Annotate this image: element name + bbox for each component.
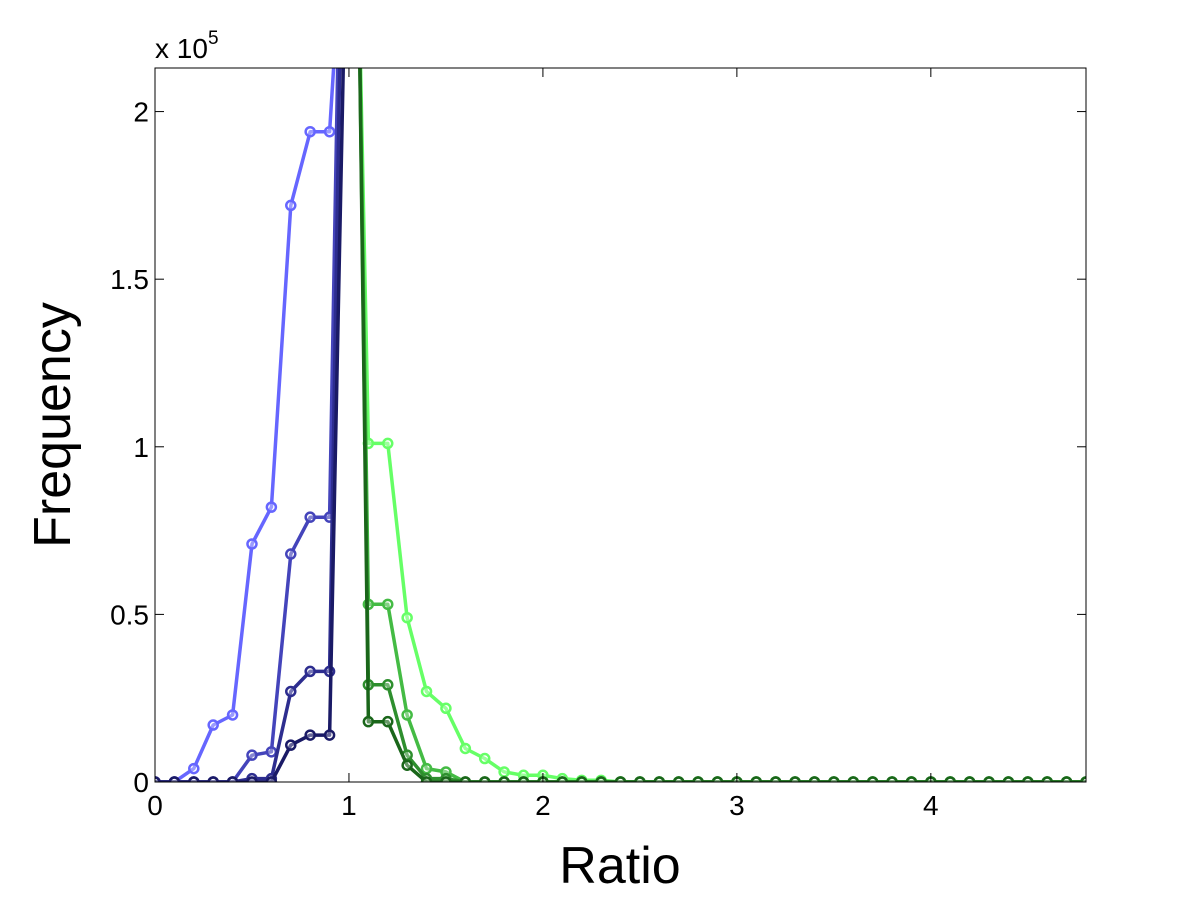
data-point bbox=[440, 776, 452, 782]
data-point bbox=[285, 548, 297, 560]
data-point bbox=[886, 776, 898, 782]
y-multiplier-base: x 10 bbox=[155, 33, 208, 64]
data-point bbox=[246, 776, 258, 782]
data-point bbox=[401, 611, 413, 624]
series-line bbox=[155, 68, 340, 782]
y-tick-label: 0.5 bbox=[110, 599, 149, 630]
data-point bbox=[983, 776, 995, 782]
data-point bbox=[401, 709, 413, 721]
data-point bbox=[692, 776, 704, 782]
plot-frame bbox=[154, 67, 1087, 783]
data-point bbox=[304, 511, 316, 523]
data-point bbox=[323, 125, 336, 138]
x-axis-ticks: 0 1 2 3 4 bbox=[147, 68, 939, 821]
y-tick-label: 1 bbox=[133, 432, 149, 463]
x-tick-label: 2 bbox=[535, 790, 551, 821]
data-point bbox=[382, 679, 394, 691]
series-line bbox=[155, 68, 345, 782]
data-point bbox=[478, 752, 491, 765]
data-point bbox=[498, 766, 510, 778]
data-point bbox=[401, 759, 413, 771]
data-point bbox=[285, 199, 297, 212]
x-axis-label: Ratio bbox=[559, 837, 680, 895]
data-point bbox=[155, 776, 161, 782]
data-point bbox=[420, 762, 433, 775]
series-layer bbox=[155, 68, 1086, 782]
y-axis-label: Frequency bbox=[24, 302, 82, 548]
data-point bbox=[517, 776, 530, 782]
data-point bbox=[789, 776, 801, 782]
data-point bbox=[420, 685, 433, 698]
data-point bbox=[226, 776, 239, 782]
series-8 bbox=[358, 68, 1086, 782]
data-point bbox=[459, 742, 472, 755]
x-tick-label: 0 bbox=[147, 790, 163, 821]
data-point bbox=[304, 125, 316, 138]
y-multiplier: x 105 bbox=[155, 28, 219, 64]
series-1 bbox=[155, 68, 336, 782]
data-point bbox=[711, 776, 724, 782]
data-point bbox=[304, 729, 316, 741]
y-tick-label: 1.5 bbox=[110, 264, 149, 295]
data-point bbox=[382, 715, 394, 728]
data-point bbox=[265, 746, 278, 758]
data-point bbox=[304, 665, 316, 678]
data-point bbox=[420, 776, 433, 782]
data-point bbox=[614, 776, 627, 782]
y-multiplier-exponent: 5 bbox=[208, 28, 219, 49]
data-point bbox=[750, 776, 763, 782]
data-point bbox=[866, 776, 879, 782]
data-point bbox=[944, 776, 956, 782]
data-point bbox=[963, 776, 976, 782]
data-point bbox=[478, 776, 491, 782]
data-point bbox=[1080, 776, 1086, 782]
data-point bbox=[246, 538, 258, 550]
data-point bbox=[672, 776, 685, 782]
data-point bbox=[828, 776, 840, 782]
data-point bbox=[556, 776, 569, 782]
data-point bbox=[246, 749, 258, 761]
data-point bbox=[1002, 776, 1015, 782]
data-point bbox=[595, 776, 607, 782]
x-tick-label: 4 bbox=[923, 790, 939, 821]
data-point bbox=[265, 501, 278, 513]
data-point bbox=[808, 776, 821, 782]
y-tick-label: 2 bbox=[133, 97, 149, 128]
x-tick-label: 3 bbox=[729, 790, 745, 821]
data-point bbox=[440, 702, 452, 715]
data-point bbox=[1060, 776, 1073, 782]
data-point bbox=[285, 685, 297, 698]
data-point bbox=[265, 776, 278, 782]
data-point bbox=[1022, 776, 1034, 782]
data-point bbox=[459, 776, 472, 782]
x-tick-label: 1 bbox=[341, 790, 357, 821]
data-point bbox=[362, 715, 375, 728]
series-4 bbox=[155, 68, 345, 782]
data-point bbox=[226, 709, 239, 721]
data-point bbox=[188, 776, 200, 782]
data-point bbox=[769, 776, 782, 782]
data-point bbox=[1041, 776, 1053, 782]
series-line bbox=[358, 68, 1086, 782]
data-point bbox=[847, 776, 859, 782]
data-point bbox=[575, 776, 588, 782]
data-point bbox=[653, 776, 666, 782]
data-point bbox=[188, 762, 200, 775]
data-point bbox=[382, 598, 394, 611]
data-point bbox=[905, 776, 918, 782]
data-point bbox=[207, 776, 219, 782]
y-axis-ticks: 0 0.5 1 1.5 2 bbox=[110, 97, 1086, 798]
data-point bbox=[382, 437, 394, 450]
data-point bbox=[634, 776, 646, 782]
data-point bbox=[323, 729, 336, 741]
series-line bbox=[155, 68, 336, 782]
data-point bbox=[168, 776, 181, 782]
plot-area bbox=[155, 68, 1086, 782]
data-point bbox=[285, 739, 297, 751]
y-tick-label: 0 bbox=[133, 767, 149, 798]
data-point bbox=[207, 719, 219, 731]
data-point bbox=[498, 776, 510, 782]
